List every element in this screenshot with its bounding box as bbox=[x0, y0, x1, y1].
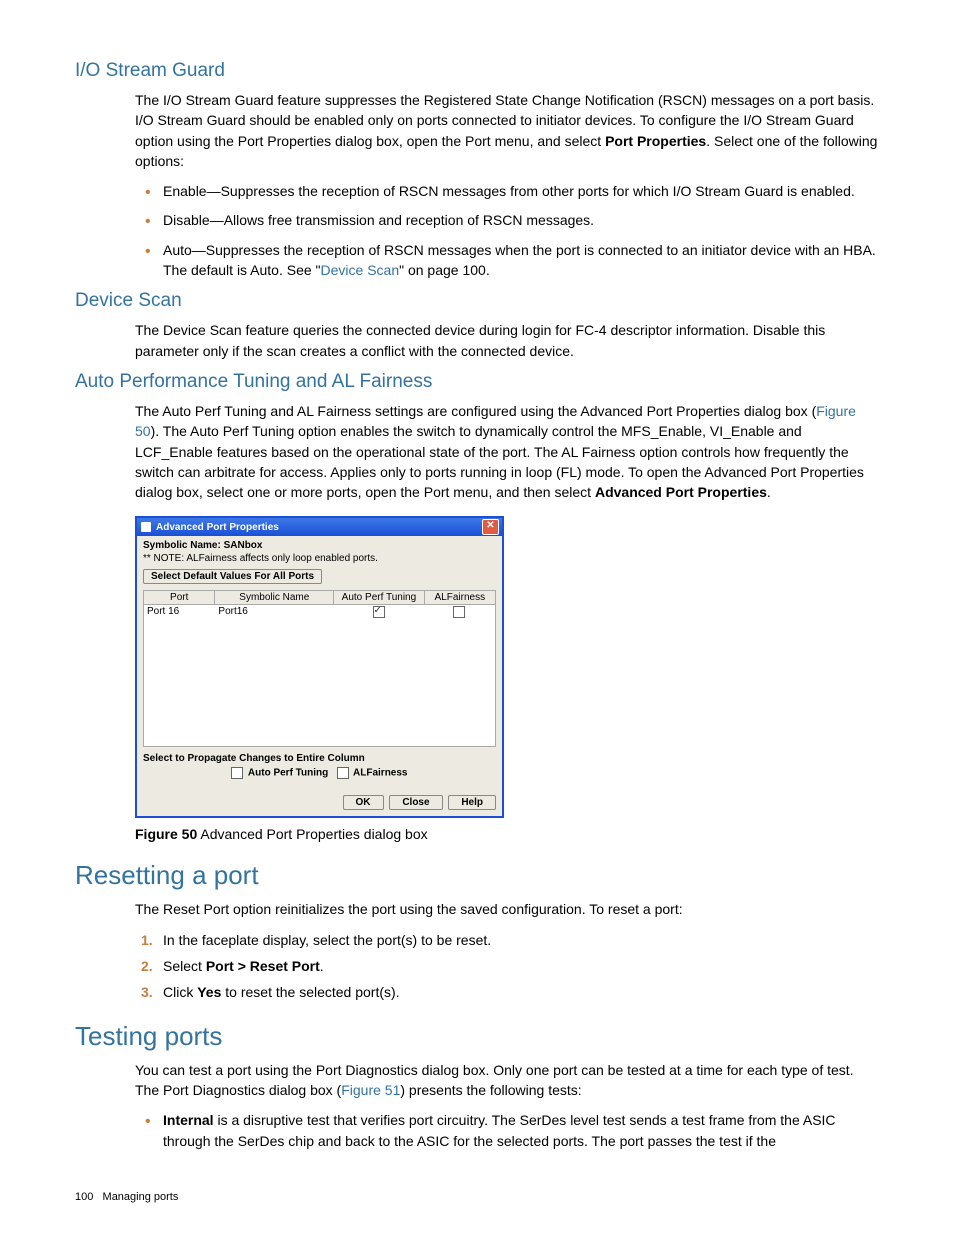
text: . bbox=[320, 958, 324, 974]
list-item: Select Port > Reset Port. bbox=[163, 956, 879, 976]
bullet-list: Internal is a disruptive test that verif… bbox=[135, 1110, 879, 1151]
heading-io-stream-guard: I/O Stream Guard bbox=[75, 60, 879, 82]
col-port: Port bbox=[144, 591, 215, 604]
close-icon[interactable]: ✕ bbox=[482, 519, 499, 535]
app-icon bbox=[141, 522, 151, 532]
text: to reset the selected port(s). bbox=[221, 984, 399, 1000]
list-item: Internal is a disruptive test that verif… bbox=[163, 1110, 879, 1151]
prop-apt-label: Auto Perf Tuning bbox=[248, 768, 328, 779]
xref-figure-51[interactable]: Figure 51 bbox=[341, 1082, 400, 1098]
xref-device-scan[interactable]: Device Scan bbox=[321, 262, 400, 278]
list-item: Auto—Suppresses the reception of RSCN me… bbox=[163, 240, 879, 281]
heading-resetting-port: Resetting a port bbox=[75, 860, 879, 891]
cell-port: Port 16 bbox=[144, 605, 215, 619]
text: ) presents the following tests: bbox=[400, 1082, 581, 1098]
paragraph: The I/O Stream Guard feature suppresses … bbox=[135, 90, 879, 171]
ports-table: Port Symbolic Name Auto Perf Tuning ALFa… bbox=[143, 590, 496, 747]
col-auto-perf: Auto Perf Tuning bbox=[334, 591, 424, 604]
list-item: Disable—Allows free transmission and rec… bbox=[163, 210, 879, 230]
dialog-titlebar: Advanced Port Properties ✕ bbox=[137, 518, 502, 536]
cell-alf bbox=[424, 605, 495, 619]
paragraph: The Reset Port option reinitializes the … bbox=[135, 899, 879, 919]
dialog-title: Advanced Port Properties bbox=[156, 522, 279, 533]
text: Click bbox=[163, 984, 197, 1000]
advanced-port-properties-dialog: Advanced Port Properties ✕ Symbolic Name… bbox=[135, 516, 504, 818]
checkbox-prop-apt[interactable] bbox=[231, 767, 243, 779]
footer-section: Managing ports bbox=[103, 1191, 179, 1203]
bold-text: Advanced Port Properties bbox=[595, 484, 767, 500]
bold-text: Yes bbox=[197, 984, 221, 1000]
symbolic-name-label: Symbolic Name: SANbox bbox=[143, 540, 496, 551]
list-item: Enable—Suppresses the reception of RSCN … bbox=[163, 181, 879, 201]
table-header: Port Symbolic Name Auto Perf Tuning ALFa… bbox=[144, 591, 495, 605]
text: . bbox=[767, 484, 771, 500]
figure-title: Advanced Port Properties dialog box bbox=[197, 826, 427, 842]
steps-list: In the faceplate display, select the por… bbox=[135, 930, 879, 1003]
cell-symbolic: Port16 bbox=[215, 605, 333, 619]
list-item: In the faceplate display, select the por… bbox=[163, 930, 879, 950]
bullet-list: Enable—Suppresses the reception of RSCN … bbox=[135, 181, 879, 280]
paragraph: The Auto Perf Tuning and AL Fairness set… bbox=[135, 401, 879, 502]
text: " on page 100. bbox=[399, 262, 490, 278]
page-footer: 100 Managing ports bbox=[75, 1191, 879, 1203]
paragraph: You can test a port using the Port Diagn… bbox=[135, 1060, 879, 1101]
text: The Auto Perf Tuning and AL Fairness set… bbox=[135, 403, 816, 419]
heading-auto-perf: Auto Performance Tuning and AL Fairness bbox=[75, 371, 879, 393]
help-button[interactable]: Help bbox=[448, 795, 496, 810]
prop-alf-label: ALFairness bbox=[353, 768, 407, 779]
figure-dialog: Advanced Port Properties ✕ Symbolic Name… bbox=[135, 516, 879, 818]
heading-device-scan: Device Scan bbox=[75, 290, 879, 312]
bold-text: Port Properties bbox=[605, 133, 706, 149]
text: is a disruptive test that verifies port … bbox=[163, 1112, 836, 1148]
checkbox-alf[interactable] bbox=[453, 606, 465, 618]
note-text: ** NOTE: ALFairness affects only loop en… bbox=[143, 553, 496, 564]
page-number: 100 bbox=[75, 1191, 93, 1203]
paragraph: The Device Scan feature queries the conn… bbox=[135, 320, 879, 361]
col-symbolic-name: Symbolic Name bbox=[215, 591, 334, 604]
figure-number: Figure 50 bbox=[135, 826, 197, 842]
text: Select bbox=[163, 958, 206, 974]
table-row: Port 16 Port16 bbox=[144, 605, 495, 619]
bold-text: Port > Reset Port bbox=[206, 958, 320, 974]
bold-text: Internal bbox=[163, 1112, 214, 1128]
cell-apt bbox=[334, 605, 424, 619]
heading-testing-ports: Testing ports bbox=[75, 1021, 879, 1052]
ok-button[interactable]: OK bbox=[343, 795, 384, 810]
select-defaults-button[interactable]: Select Default Values For All Ports bbox=[143, 569, 322, 584]
propagate-label: Select to Propagate Changes to Entire Co… bbox=[143, 753, 496, 764]
checkbox-prop-alf[interactable] bbox=[337, 767, 349, 779]
figure-caption: Figure 50 Advanced Port Properties dialo… bbox=[135, 826, 879, 842]
checkbox-apt[interactable] bbox=[373, 606, 385, 618]
text: Auto—Suppresses the reception of RSCN me… bbox=[163, 242, 876, 278]
propagate-row: Auto Perf Tuning ALFairness bbox=[143, 767, 496, 779]
list-item: Click Yes to reset the selected port(s). bbox=[163, 982, 879, 1002]
col-alfairness: ALFairness bbox=[425, 591, 495, 604]
close-button[interactable]: Close bbox=[389, 795, 442, 810]
dialog-button-row: OK Close Help bbox=[143, 795, 496, 810]
